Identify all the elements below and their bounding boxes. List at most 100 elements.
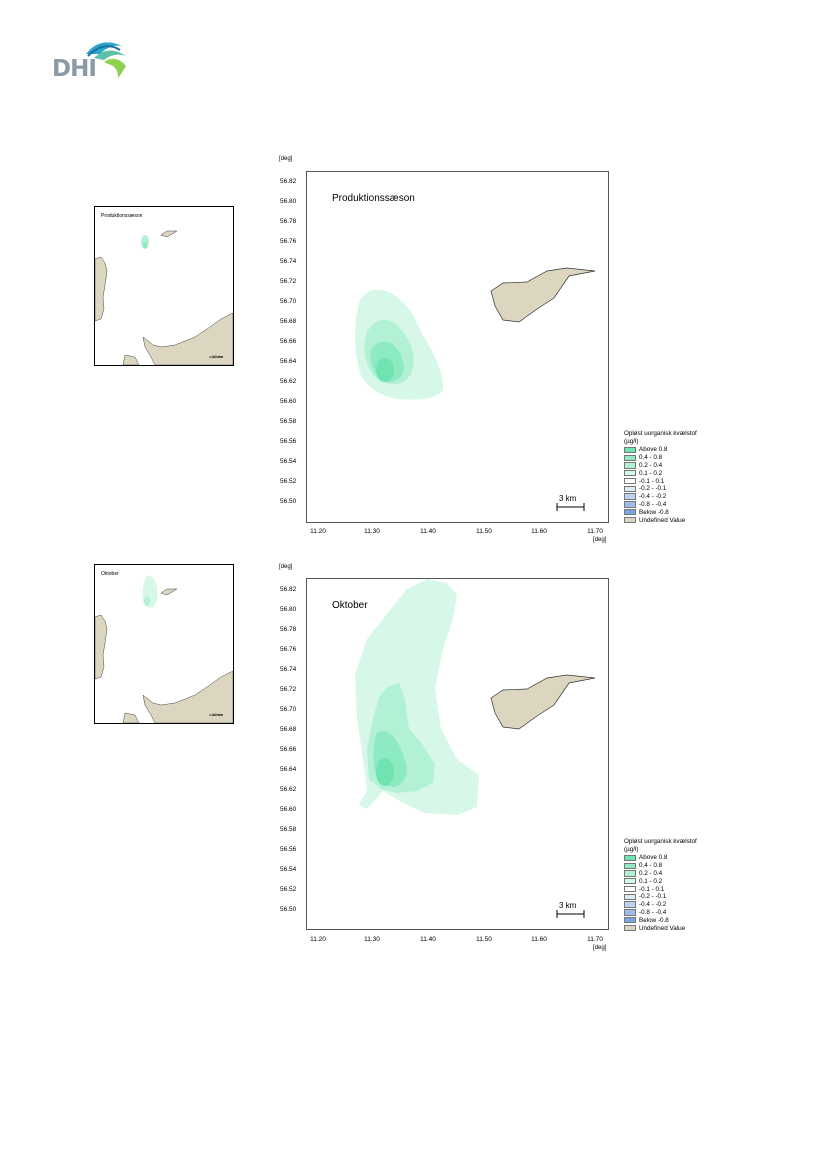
legend-swatch <box>624 509 636 516</box>
legend-item: -0.1 - 0.1 <box>624 477 734 485</box>
x-tick: 11.70 <box>587 528 603 535</box>
y-tick: 56.54 <box>280 458 297 465</box>
logo-wave-icon <box>86 42 126 78</box>
y-tick: 56.72 <box>280 278 297 285</box>
legend-item: 0.4 - 0.8 <box>624 454 734 462</box>
x-tick: 11.50 <box>476 528 492 535</box>
legend-item: -0.4 - -0.2 <box>624 493 734 501</box>
legend-item: Above 0.8 <box>624 854 734 862</box>
map-title: Oktober <box>332 600 368 611</box>
legend-swatch <box>624 501 636 508</box>
legend-label: -0.4 - -0.2 <box>639 493 667 501</box>
legend-item: 0.2 - 0.4 <box>624 462 734 470</box>
y-tick: 56.80 <box>280 198 297 205</box>
y-tick: 56.50 <box>280 498 297 505</box>
legend-item: 0.2 - 0.4 <box>624 870 734 878</box>
y-tick: 56.80 <box>280 606 297 613</box>
y-axis-unit: [deg] <box>279 564 293 570</box>
y-tick: 56.58 <box>280 418 297 425</box>
legend-label: 0.1 - 0.2 <box>639 877 663 885</box>
legend-swatch <box>624 454 636 461</box>
legend-label: -0.8 - -0.4 <box>639 500 667 508</box>
y-tick: 56.56 <box>280 846 297 853</box>
legend-title: Opløst uorganisk kvælstof <box>624 430 697 437</box>
legend-swatch <box>624 485 636 493</box>
legend-label: -0.1 - 0.1 <box>639 885 665 893</box>
y-tick: 56.68 <box>280 318 297 325</box>
inset-scale-label: 10 km <box>212 354 223 359</box>
legend-item: Above 0.8 <box>624 446 734 454</box>
y-axis-unit: [deg] <box>279 156 293 162</box>
legend-swatch <box>624 462 636 469</box>
dhi-logo: DHI <box>48 36 128 82</box>
y-tick: 56.78 <box>280 626 297 633</box>
x-tick: 11.40 <box>420 528 436 535</box>
x-tick: 11.20 <box>310 936 326 943</box>
legend-label: -0.4 - -0.2 <box>639 901 667 909</box>
scale-bar-icon <box>556 910 585 918</box>
legend-swatch <box>624 901 636 908</box>
map-panel-2: Oktober 3 km <box>306 578 609 930</box>
x-tick: 11.20 <box>310 528 326 535</box>
scale-label: 3 km <box>559 901 577 910</box>
legend-label: Above 0.8 <box>639 854 668 862</box>
y-tick: 56.72 <box>280 686 297 693</box>
y-tick: 56.62 <box>280 378 297 385</box>
scale-label: 3 km <box>559 494 577 503</box>
legend-2: Opløst uorganisk kvælstof (µg/l) Above 0… <box>624 838 734 932</box>
legend-label: -0.1 - 0.1 <box>639 477 665 485</box>
legend-label: 0.1 - 0.2 <box>639 469 663 477</box>
y-tick: 56.74 <box>280 666 297 673</box>
legend-swatch <box>624 446 636 454</box>
y-tick: 56.82 <box>280 586 297 593</box>
legend-item: 0.1 - 0.2 <box>624 877 734 885</box>
legend-swatch <box>624 893 636 901</box>
legend-swatch <box>624 917 636 924</box>
legend-label: Above 0.8 <box>639 446 668 454</box>
legend-item: -0.2 - -0.1 <box>624 485 734 493</box>
x-tick: 11.60 <box>531 528 547 535</box>
legend-item: -0.2 - -0.1 <box>624 893 734 901</box>
legend-swatch <box>624 924 636 932</box>
legend-label: Undefined Value <box>639 924 686 932</box>
y-tick: 56.62 <box>280 786 297 793</box>
legend-item: Undefined Value <box>624 516 734 524</box>
legend-swatch <box>624 878 636 885</box>
legend-swatch <box>624 516 636 524</box>
legend-1: Opløst uorganisk kvælstof (µg/l) Above 0… <box>624 430 734 524</box>
y-tick: 56.74 <box>280 258 297 265</box>
x-axis-unit: [deg] <box>593 945 607 951</box>
legend-item: -0.8 - -0.4 <box>624 501 734 509</box>
legend-label: -0.8 - -0.4 <box>639 908 667 916</box>
legend-label: -0.2 - -0.1 <box>639 893 667 901</box>
inset-label: Produktionssæson <box>101 213 143 219</box>
x-axis-unit: [deg] <box>593 537 607 543</box>
legend-item: Below -0.8 <box>624 916 734 924</box>
legend-unit: (µg/l) <box>624 846 639 853</box>
y-tick: 56.58 <box>280 826 297 833</box>
legend-swatch <box>624 854 636 862</box>
x-tick: 11.60 <box>531 936 547 943</box>
legend-label: Below -0.8 <box>639 508 669 516</box>
x-tick: 11.40 <box>420 936 436 943</box>
y-tick: 56.76 <box>280 238 297 245</box>
legend-label: Undefined Value <box>639 516 686 524</box>
legend-swatch <box>624 862 636 869</box>
legend-item: -0.4 - -0.2 <box>624 901 734 909</box>
legend-swatch <box>624 470 636 477</box>
legend-label: 0.2 - 0.4 <box>639 461 663 469</box>
legend-label: 0.4 - 0.8 <box>639 454 663 462</box>
x-tick: 11.70 <box>587 936 603 943</box>
legend-item: -0.8 - -0.4 <box>624 909 734 917</box>
x-tick: 11.50 <box>476 936 492 943</box>
y-tick: 56.52 <box>280 886 297 893</box>
legend-item: 0.1 - 0.2 <box>624 469 734 477</box>
y-tick: 56.82 <box>280 178 297 185</box>
legend-swatch <box>624 493 636 500</box>
y-tick: 56.68 <box>280 726 297 733</box>
x-tick: 11.30 <box>364 936 380 943</box>
y-tick: 56.66 <box>280 338 297 345</box>
legend-swatch <box>624 885 636 893</box>
inset-map-2: Oktober 10 km <box>94 564 234 724</box>
logo-text: DHI <box>52 56 97 82</box>
